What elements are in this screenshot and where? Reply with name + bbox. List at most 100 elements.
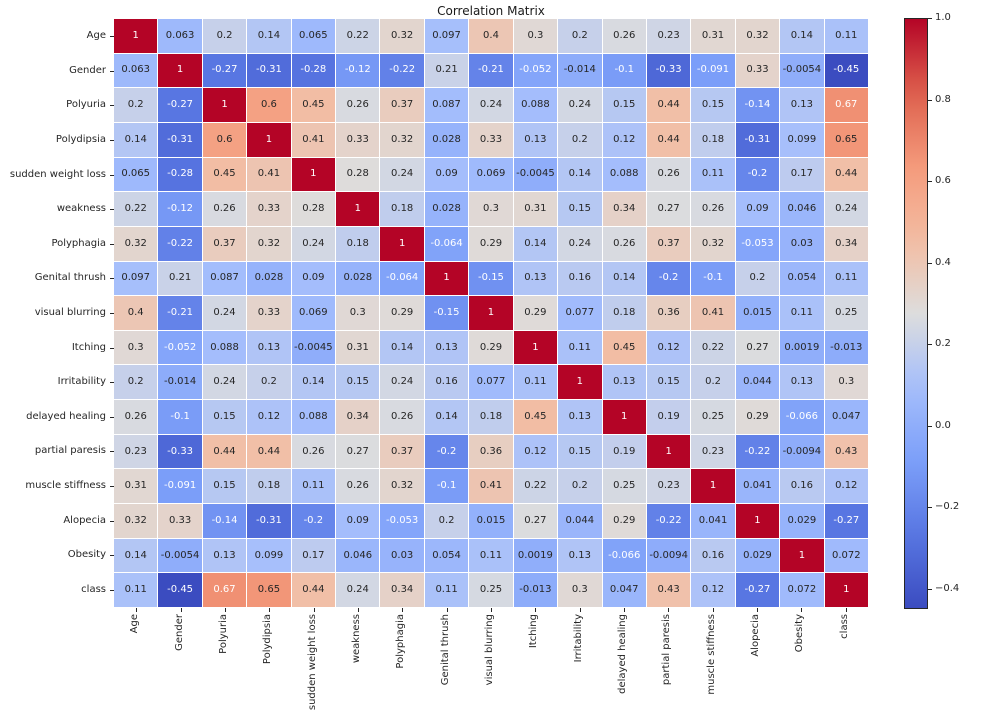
heatmap-cell: 0.31	[336, 330, 380, 365]
heatmap-cell: 0.45	[602, 330, 646, 365]
heatmap-cell: 0.015	[469, 504, 513, 538]
heatmap-cell: 0.24	[380, 157, 424, 192]
heatmap-cell: 0.28	[291, 192, 336, 226]
heatmap-cell: 0.072	[780, 573, 824, 607]
y-tick-mark	[110, 209, 114, 211]
heatmap-cell: 0.11	[558, 330, 602, 365]
heatmap-cell: 0.14	[513, 226, 558, 261]
heatmap-cell: 0.19	[602, 434, 646, 469]
y-tick-label: Genital thrush	[34, 272, 106, 284]
heatmap-cell: 1	[336, 192, 380, 226]
heatmap-cell: 0.2	[558, 19, 602, 53]
heatmap-cell: 0.072	[824, 538, 868, 573]
heatmap-cell: 0.2	[247, 365, 291, 400]
x-tick-label: Alopecia	[750, 614, 762, 657]
heatmap-cell: -0.27	[735, 573, 780, 607]
heatmap-cell: 1	[469, 296, 513, 330]
heatmap-cell: 0.2	[735, 261, 780, 296]
heatmap-cell: -0.22	[380, 53, 424, 88]
heatmap-cell: 0.041	[691, 504, 735, 538]
heatmap-cell: 0.18	[336, 226, 380, 261]
heatmap-cell: 0.29	[735, 400, 780, 434]
heatmap-cell: 0.26	[202, 192, 247, 226]
heatmap-cell: 0.14	[424, 400, 469, 434]
y-tick-label: class	[81, 583, 106, 595]
heatmap-cell: 0.16	[691, 538, 735, 573]
heatmap-cell: 0.099	[247, 538, 291, 573]
heatmap-cell: 0.27	[336, 434, 380, 469]
heatmap-cell: 0.3	[558, 573, 602, 607]
heatmap-cell: 0.32	[380, 19, 424, 53]
y-tick-mark	[110, 313, 114, 314]
heatmap-cell: 0.03	[380, 538, 424, 573]
heatmap-cell: 0.24	[824, 192, 868, 226]
heatmap-cell: 1	[691, 469, 735, 504]
x-tick-label: Polydipsia	[262, 614, 274, 665]
heatmap-cell: 0.34	[602, 192, 646, 226]
heatmap-cell: 0.32	[114, 226, 158, 261]
y-tick-label: sudden weight loss	[9, 168, 106, 180]
heatmap-cell: 0.65	[824, 122, 868, 157]
heatmap-cell: 0.24	[336, 573, 380, 607]
x-tick-mark	[668, 608, 670, 612]
heatmap-cell: 0.13	[602, 365, 646, 400]
heatmap-cell: 0.09	[336, 504, 380, 538]
x-tick-mark	[579, 608, 581, 612]
x-tick-mark	[446, 608, 448, 612]
heatmap-cell: 1	[291, 157, 336, 192]
heatmap-cell: 0.087	[202, 261, 247, 296]
heatmap-cell: 0.11	[780, 296, 824, 330]
heatmap-cell: -0.0094	[646, 538, 691, 573]
heatmap-cell: 0.028	[424, 122, 469, 157]
heatmap-cell: 0.27	[735, 330, 780, 365]
heatmap-cell: 0.25	[824, 296, 868, 330]
x-tick-mark	[313, 608, 315, 612]
heatmap-cell: 0.087	[424, 88, 469, 122]
heatmap-cell: 1	[158, 53, 202, 88]
heatmap-cell: 0.24	[202, 296, 247, 330]
heatmap-cell: 0.44	[646, 88, 691, 122]
heatmap-cell: -0.1	[424, 469, 469, 504]
y-tick-label: Obesity	[67, 549, 106, 561]
heatmap-cell: 0.16	[780, 469, 824, 504]
heatmap-cell: 0.23	[646, 19, 691, 53]
heatmap-cell: -0.0054	[158, 538, 202, 573]
heatmap-cell: 0.25	[602, 469, 646, 504]
heatmap-cell: 1	[646, 434, 691, 469]
x-tick-mark	[224, 608, 226, 612]
heatmap-cell: -0.27	[158, 88, 202, 122]
y-tick-mark	[110, 140, 114, 142]
y-tick-label: muscle stiffness	[25, 479, 106, 491]
heatmap-cell: 1	[247, 122, 291, 157]
heatmap-cell: 0.12	[691, 573, 735, 607]
heatmap-cell: 0.2	[558, 469, 602, 504]
heatmap-cell: 0.24	[558, 226, 602, 261]
heatmap-cell: 0.27	[513, 504, 558, 538]
heatmap-cell: -0.21	[158, 296, 202, 330]
x-tick-label: sudden weight loss	[306, 614, 318, 711]
heatmap-cell: -0.2	[291, 504, 336, 538]
heatmap-cell: 0.33	[247, 296, 291, 330]
heatmap-cell: -0.052	[513, 53, 558, 88]
heatmap-cell: -0.013	[513, 573, 558, 607]
heatmap-cell: 0.047	[824, 400, 868, 434]
x-tick-mark	[180, 608, 182, 612]
heatmap-cell: 0.31	[691, 19, 735, 53]
heatmap-cell: 1	[558, 365, 602, 400]
heatmap-cell: -0.45	[824, 53, 868, 88]
chart-title: Correlation Matrix	[437, 4, 545, 18]
heatmap-cell: -0.31	[247, 53, 291, 88]
heatmap-cell: 0.6	[202, 122, 247, 157]
heatmap-cell: 0.069	[291, 296, 336, 330]
heatmap-cell: 0.2	[424, 504, 469, 538]
heatmap-cell: -0.1	[691, 261, 735, 296]
heatmap-cell: 0.32	[380, 122, 424, 157]
heatmap-cell: 0.18	[469, 400, 513, 434]
heatmap-cell: 0.15	[202, 469, 247, 504]
heatmap-cell: 0.097	[424, 19, 469, 53]
heatmap-cell: 0.23	[646, 469, 691, 504]
x-tick-mark	[357, 608, 359, 612]
heatmap-cell: 0.26	[291, 434, 336, 469]
y-tick-label: partial paresis	[34, 445, 106, 457]
heatmap-cell: 0.088	[602, 157, 646, 192]
